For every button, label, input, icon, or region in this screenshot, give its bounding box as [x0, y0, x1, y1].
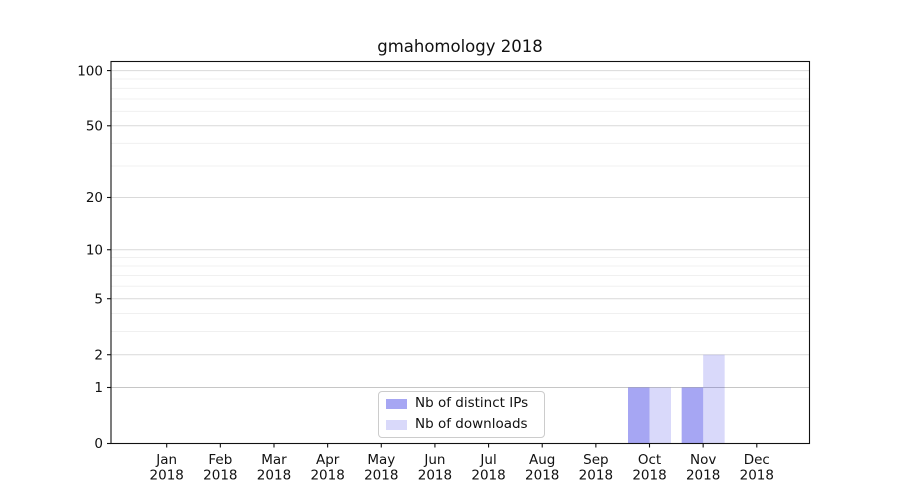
major-gridlines — [111, 70, 810, 388]
chart-title: gmahomology 2018 — [377, 37, 543, 56]
legend-swatch — [386, 420, 407, 430]
y-tick-label: 1 — [94, 380, 103, 396]
y-tick-label: 50 — [86, 118, 103, 134]
x-tick-label: Mar 2018 — [257, 452, 291, 484]
x-tick-label: Nov 2018 — [686, 452, 720, 484]
bar-distinct-ips-nov — [681, 387, 704, 444]
bars — [628, 354, 725, 444]
legend-label: Nb of distinct IPs — [415, 395, 529, 412]
x-tick-label: Sep 2018 — [579, 452, 613, 484]
legend-label: Nb of downloads — [415, 416, 528, 433]
legend: Nb of distinct IPs Nb of downloads — [378, 391, 545, 438]
x-tick-label: Feb 2018 — [203, 452, 237, 484]
bar-downloads-oct — [649, 387, 672, 444]
legend-row: Nb of downloads — [386, 416, 544, 434]
tick-marks — [107, 70, 758, 448]
y-tick-label: 2 — [94, 347, 103, 363]
x-tick-label: Jan 2018 — [150, 452, 184, 484]
legend-row: Nb of distinct IPs — [386, 395, 544, 413]
y-tick-label: 5 — [94, 291, 103, 307]
minor-gridlines — [111, 78, 810, 332]
y-tick-label: 20 — [86, 190, 103, 206]
x-tick-label: Aug 2018 — [525, 452, 559, 484]
x-tick-label: May 2018 — [364, 452, 398, 484]
bar-distinct-ips-oct — [628, 387, 650, 444]
x-tick-label: Oct 2018 — [632, 452, 666, 484]
y-tick-label: 10 — [86, 242, 103, 258]
y-tick-label: 100 — [77, 63, 103, 79]
x-tick-label: Jun 2018 — [418, 452, 452, 484]
tick-labels: 0 1 2 5 10 20 50 100 Jan 2018 Feb 2018 Mar 2018 Apr 201… — [77, 63, 774, 483]
x-tick-label: Jul 2018 — [471, 452, 505, 484]
legend-swatch — [386, 399, 407, 409]
plot-border — [110, 60, 811, 445]
bar-downloads-nov — [703, 354, 725, 444]
x-tick-label: Apr 2018 — [310, 452, 344, 484]
x-tick-label: Dec 2018 — [740, 452, 774, 484]
axes — [110, 60, 811, 445]
y-tick-label: 0 — [94, 436, 103, 452]
